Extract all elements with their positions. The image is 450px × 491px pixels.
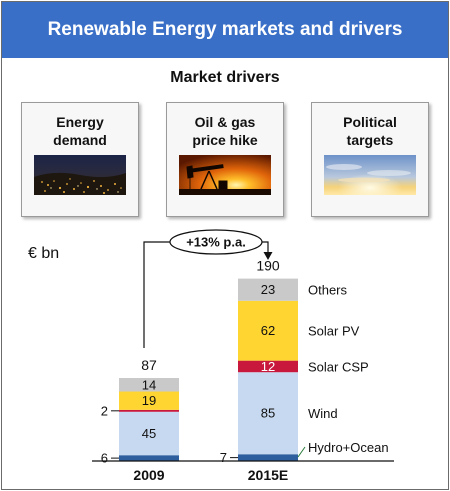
growth-rate-badge xyxy=(169,229,263,255)
drivers-title: Market drivers xyxy=(170,69,280,86)
legend-leader-line xyxy=(297,446,306,458)
bar-segment xyxy=(238,372,298,455)
bar-segment-label: 2 xyxy=(101,403,108,418)
driver-card-label: Energy demand xyxy=(53,114,107,148)
category-label: 2009 xyxy=(133,467,164,483)
bar-segment-label: 85 xyxy=(261,406,275,421)
unit-label: € bn xyxy=(28,245,59,262)
bar-segment-label: 19 xyxy=(142,393,156,408)
oil-pump-sunset-image xyxy=(179,155,271,195)
bar-segment xyxy=(119,378,179,392)
legend-entry: Wind xyxy=(308,406,338,421)
category-label: 2015E xyxy=(248,467,288,483)
legend-entry: Hydro+Ocean xyxy=(308,440,389,455)
driver-card-oil-gas: Oil & gas price hike xyxy=(166,102,284,217)
header-bar: Renewable Energy markets and drivers xyxy=(2,2,448,58)
bar-segment-label: 45 xyxy=(142,426,156,441)
bar-segment-label: 12 xyxy=(261,359,275,374)
legend-entry: Solar PV xyxy=(308,324,360,339)
city-night-image xyxy=(34,155,126,195)
driver-card-label: Oil & gas price hike xyxy=(192,114,258,148)
bar-segment-label: 6 xyxy=(101,451,108,466)
bar-segment xyxy=(119,409,179,412)
bar-total-label: 87 xyxy=(141,357,157,373)
bar-total-label: 190 xyxy=(256,258,280,274)
bar-segment xyxy=(119,391,179,410)
bar-segment-label: 14 xyxy=(142,377,156,392)
sky-sunrise-image xyxy=(324,155,416,195)
growth-rate-label: +13% p.a. xyxy=(186,235,246,250)
chart-legend: Hydro+Ocean Wind Solar CSP Solar PV Others xyxy=(297,283,389,458)
bar-segment-label: 62 xyxy=(261,323,275,338)
bar-segment xyxy=(238,454,298,461)
slide-title: Renewable Energy markets and drivers xyxy=(47,19,403,40)
bar-segment xyxy=(119,455,179,461)
bar-segment-label: 7 xyxy=(220,450,227,465)
legend-entry: Others xyxy=(308,283,348,298)
bar-segment xyxy=(238,360,298,373)
driver-card-label: Political targets xyxy=(343,114,397,148)
bar-segment-label: 23 xyxy=(261,282,275,297)
bar-segment xyxy=(238,278,298,301)
growth-connector: +13% p.a. xyxy=(143,229,273,349)
bar-segment xyxy=(119,411,179,456)
driver-card-political: Political targets xyxy=(311,102,429,217)
bar-segment xyxy=(238,300,298,361)
legend-entry: Solar CSP xyxy=(308,359,369,374)
driver-card-energy-demand: Energy demand xyxy=(21,102,139,217)
